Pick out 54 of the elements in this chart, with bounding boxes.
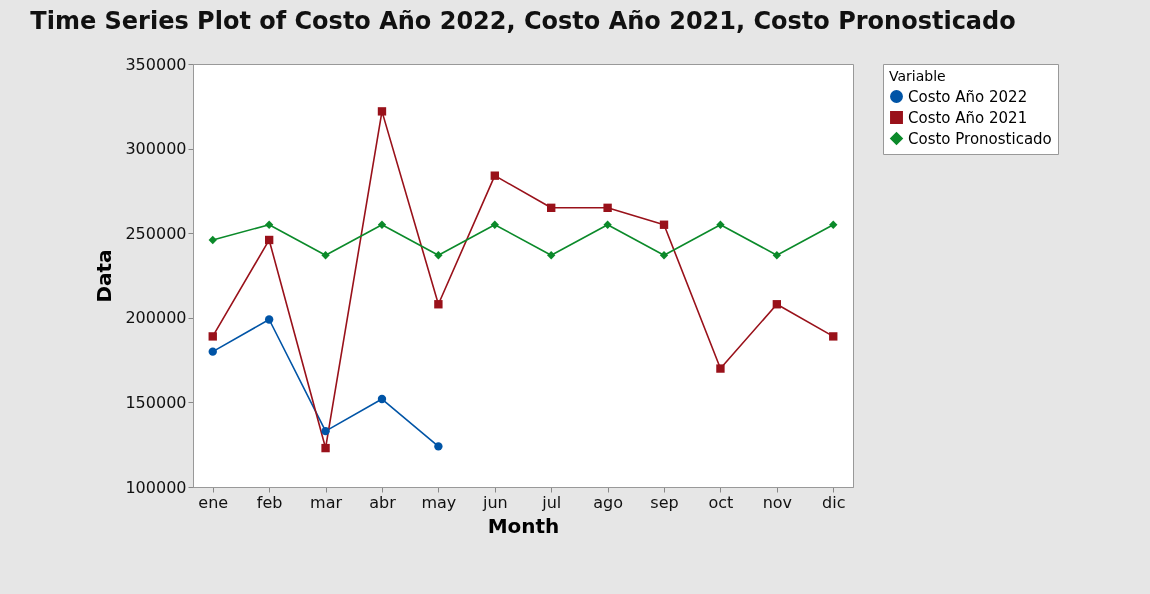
point (829, 332, 838, 341)
legend-title: Variable (889, 68, 946, 84)
point (772, 300, 782, 309)
point (603, 220, 612, 229)
point (264, 220, 274, 229)
point (208, 235, 217, 245)
point (490, 171, 499, 180)
x-tick-label: ago (593, 492, 623, 512)
x-tick-label: feb (256, 492, 283, 512)
point (659, 220, 669, 229)
point (716, 364, 725, 373)
chart-title: Time Series Plot of Costo Año 2022, Costo Año 2021, Costo Pronosticado (30, 7, 1016, 35)
point (772, 251, 782, 260)
y-tick-label: 150000 (125, 392, 187, 412)
y-tick-label: 250000 (125, 223, 187, 243)
point (208, 332, 217, 341)
point (208, 347, 217, 356)
y-axis-title: Data (92, 249, 117, 303)
x-tick-label: nov (762, 492, 793, 512)
point (547, 251, 556, 260)
y-tick-label: 350000 (125, 54, 187, 74)
x-tick-label: abr (369, 492, 397, 512)
point (659, 251, 669, 260)
x-tick-label: dic (822, 492, 846, 512)
point (716, 220, 725, 229)
point (490, 220, 499, 229)
point (264, 235, 274, 245)
y-tick-label: 100000 (125, 477, 187, 497)
point (829, 220, 838, 229)
point (377, 394, 387, 404)
point (321, 443, 330, 453)
point (377, 107, 387, 116)
x-tick-label: jul (541, 492, 562, 512)
point (321, 426, 330, 436)
x-tick-label: jun (481, 492, 508, 512)
point (264, 315, 274, 324)
point (603, 203, 612, 212)
legend-label: Costo Año 2022 (908, 87, 1028, 106)
x-tick-label: may (421, 492, 457, 512)
x-axis-title: Month (487, 513, 560, 538)
point (434, 251, 443, 260)
y-tick-label: 200000 (125, 308, 187, 328)
y-tick-label: 300000 (125, 139, 187, 159)
point (547, 203, 556, 212)
point (377, 220, 387, 229)
point (434, 442, 443, 451)
x-tick-label: ene (198, 492, 229, 512)
x-tick-label: mar (310, 492, 343, 512)
point (434, 300, 443, 309)
legend-label: Costo Año 2021 (908, 108, 1028, 127)
x-tick-label: oct (708, 492, 734, 512)
x-tick-label: sep (650, 492, 679, 512)
legend-label: Costo Pronosticado (908, 129, 1052, 148)
point (321, 251, 330, 260)
